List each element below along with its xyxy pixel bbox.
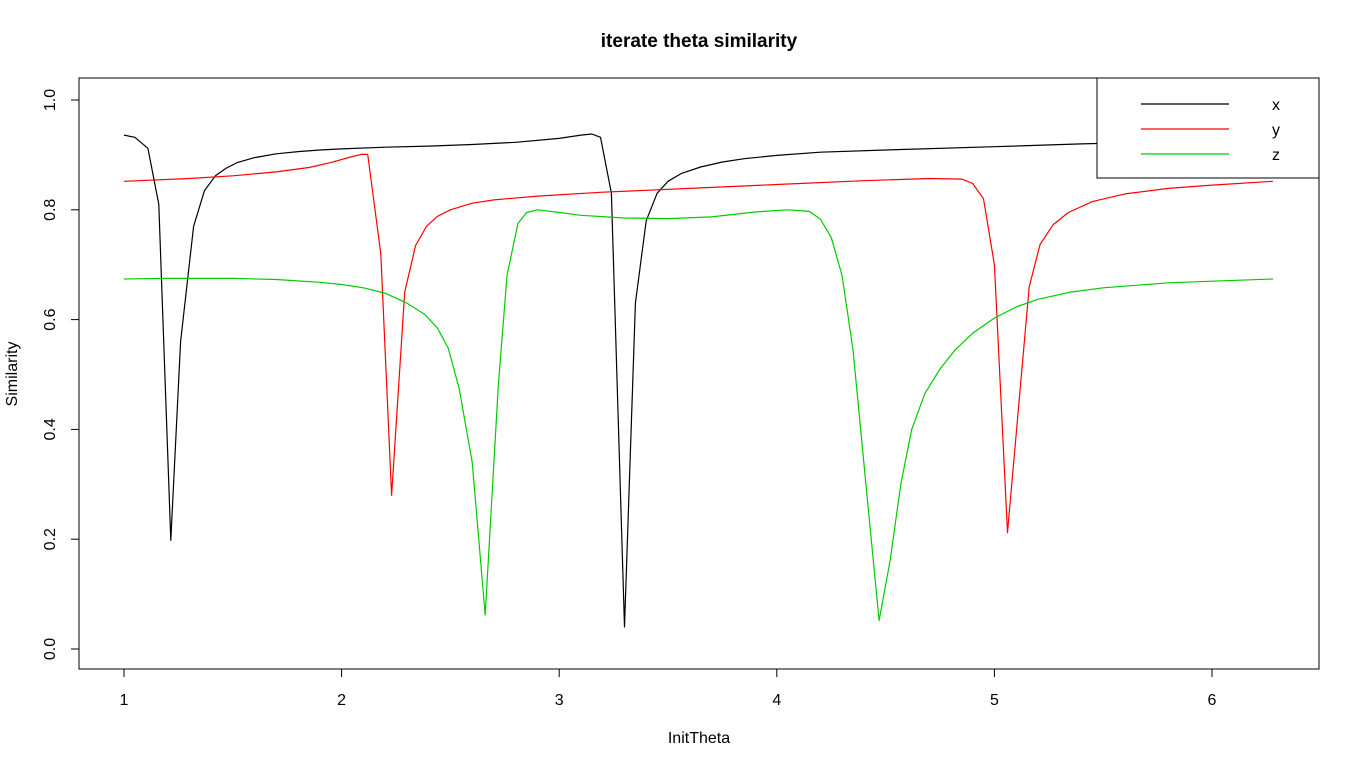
series-lines bbox=[123, 133, 1273, 628]
y-tick-label: 0.0 bbox=[42, 638, 59, 660]
chart-title: iterate theta similarity bbox=[601, 31, 798, 52]
x-tick-label: 6 bbox=[1208, 692, 1217, 709]
y-tick-label: 0.8 bbox=[42, 199, 59, 221]
y-tick-label: 0.4 bbox=[42, 418, 59, 440]
series-line-y bbox=[123, 153, 1273, 534]
y-axis-label: Similarity bbox=[4, 342, 21, 407]
x-tick-label: 4 bbox=[772, 692, 781, 709]
x-axis: 1 2 3 4 5 6 bbox=[120, 668, 1217, 709]
series-line-x bbox=[123, 133, 1126, 628]
x-axis-label: InitTheta bbox=[668, 730, 730, 747]
y-tick-label: 0.2 bbox=[42, 528, 59, 550]
x-tick-label: 3 bbox=[555, 692, 564, 709]
legend: xyz bbox=[1096, 77, 1320, 179]
y-tick-label: 1.0 bbox=[42, 89, 59, 111]
legend-label-z: z bbox=[1272, 147, 1280, 164]
x-tick-label: 2 bbox=[337, 692, 346, 709]
legend-box bbox=[1096, 77, 1320, 179]
y-tick-label: 0.6 bbox=[42, 308, 59, 330]
legend-label-y: y bbox=[1272, 122, 1280, 139]
legend-label-x: x bbox=[1272, 97, 1280, 114]
x-tick-label: 1 bbox=[120, 692, 129, 709]
series-line-z bbox=[123, 209, 1273, 622]
x-tick-label: 5 bbox=[990, 692, 999, 709]
y-axis: 0.0 0.2 0.4 0.6 0.8 1.0 bbox=[42, 89, 80, 660]
